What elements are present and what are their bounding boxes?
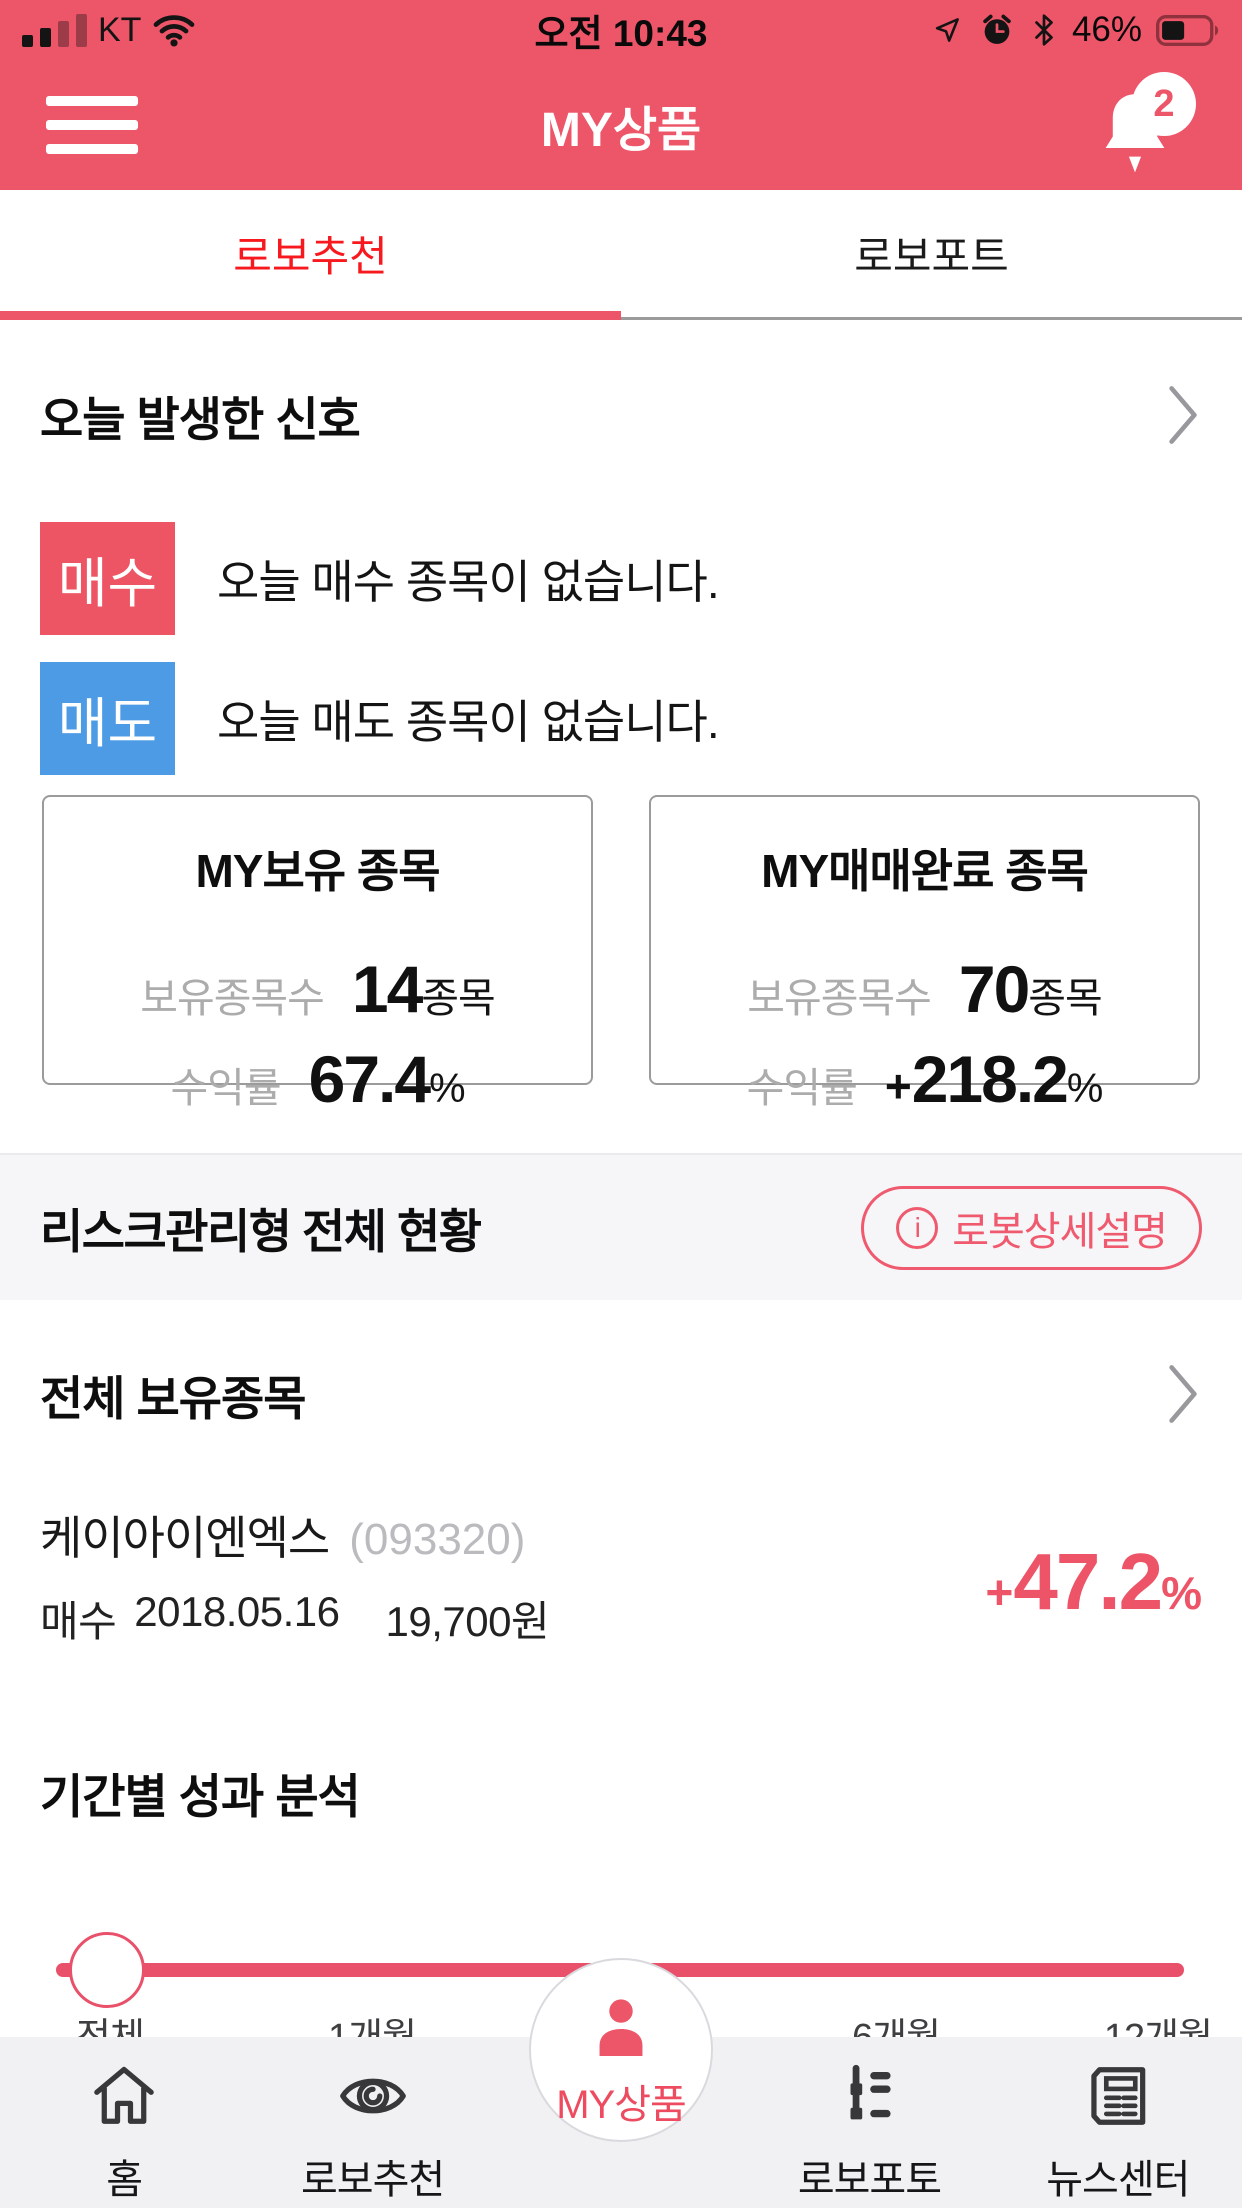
tab-robo-recommend[interactable]: 로보추천 <box>0 190 621 317</box>
menu-bar <box>46 120 138 130</box>
cell-signal-icon <box>22 14 87 47</box>
row-value: 14 <box>351 952 423 1026</box>
period-label: 1개월 <box>328 2006 417 2037</box>
nav-robo-port[interactable]: 로보포토 <box>745 2037 993 2208</box>
stock-action: 매수 <box>40 1598 117 1645</box>
menu-button[interactable] <box>46 96 138 154</box>
my-holdings-card[interactable]: MY보유 종목 보유종목수 14 종목 수익률 67.4 % <box>42 795 593 1116</box>
menu-bar <box>46 96 138 106</box>
card-row: 보유종목수 14 종목 <box>44 951 591 1027</box>
eye-icon <box>339 2078 406 2114</box>
stock-line1: 케이아이엔엑스 (093320) <box>40 1502 1202 1568</box>
tab-bar: 로보추천 로보포트 <box>0 190 1242 320</box>
period-label: 6개월 <box>852 2006 941 2037</box>
home-icon <box>94 2066 154 2124</box>
nav-robo-recommend[interactable]: 로보추천 <box>248 2037 496 2208</box>
row-suffix: 종목 <box>421 975 495 1021</box>
stock-code: (093320) <box>349 1515 526 1564</box>
nav-label: 로보포토 <box>797 2158 942 2202</box>
row-value: 67.4 <box>308 1042 431 1116</box>
signals-section-header[interactable]: 오늘 발생한 신호 <box>40 375 1202 455</box>
alarm-clock-icon <box>983 14 1011 44</box>
battery-percent: 46% <box>1071 10 1142 49</box>
bluetooth-icon <box>1035 14 1053 46</box>
buy-signal-row: 매수 오늘 매수 종목이 없습니다. <box>40 522 1202 635</box>
nav-label-my-products: MY상품 <box>556 2083 687 2127</box>
nav-label: 뉴스센터 <box>1046 2158 1190 2202</box>
return-value: 47.2 <box>1013 1537 1163 1626</box>
row-suffix: % <box>1066 1065 1103 1111</box>
tree-icon <box>850 2064 892 2120</box>
holdings-title: 전체 보유종목 <box>40 1371 306 1425</box>
chevron-right-icon <box>1169 386 1197 444</box>
info-icon: i <box>896 1206 939 1249</box>
carrier-label: KT <box>98 10 142 49</box>
status-right: 46% <box>930 10 1220 50</box>
nav-news-center[interactable]: 뉴스센터 <box>994 2037 1242 2208</box>
stock-row[interactable]: 케이아이엔엑스 (093320) 매수 2018.05.16 19,700원 +… <box>40 1502 1202 1652</box>
location-arrow-icon <box>935 18 959 42</box>
card-row: 수익률 + 218.2 % <box>651 1041 1198 1117</box>
return-percent-sign: % <box>1161 1567 1202 1619</box>
sell-badge: 매도 <box>40 662 175 775</box>
battery-icon <box>1156 14 1219 46</box>
card-row: 보유종목수 70 종목 <box>651 951 1198 1027</box>
status-left: KT <box>22 11 197 50</box>
period-slider-knob[interactable] <box>69 1932 145 2008</box>
row-prefix: + <box>884 1060 912 1112</box>
sell-signal-row: 매도 오늘 매도 종목이 없습니다. <box>40 662 1202 775</box>
row-label: 수익률 <box>170 1065 281 1111</box>
row-suffix: % <box>429 1065 465 1111</box>
nav-home[interactable]: 홈 <box>0 2037 248 2208</box>
page-title: MY상품 <box>540 104 702 157</box>
card-row: 수익률 67.4 % <box>44 1041 591 1117</box>
signals-title: 오늘 발생한 신호 <box>40 392 361 446</box>
stock-name: 케이아이엔엑스 <box>40 1512 330 1564</box>
row-label: 수익률 <box>746 1065 858 1111</box>
row-label: 보유종목수 <box>747 975 932 1021</box>
risk-type-band: 리스크관리형 전체 현황 i 로봇상세설명 <box>0 1153 1242 1300</box>
row-suffix: 종목 <box>1028 975 1102 1021</box>
stock-line2: 매수 2018.05.16 19,700원 <box>40 1588 1202 1649</box>
notifications-button[interactable]: 2 <box>1080 72 1196 184</box>
robot-detail-button[interactable]: i 로봇상세설명 <box>861 1185 1202 1270</box>
wifi-icon <box>154 15 195 47</box>
buy-badge: 매수 <box>40 522 175 635</box>
risk-type-title: 리스크관리형 전체 현황 <box>40 1205 482 1258</box>
menu-bar <box>46 144 138 154</box>
return-sign: + <box>985 1567 1014 1620</box>
notification-badge: 2 <box>1132 72 1196 136</box>
clock: 오전 10:43 <box>534 13 708 54</box>
sell-signal-message: 오늘 매도 종목이 없습니다. <box>217 695 720 748</box>
period-label: 전체 <box>76 2006 145 2037</box>
card-title: MY매매완료 종목 <box>761 845 1089 897</box>
performance-title: 기간별 성과 분석 <box>40 1770 361 1823</box>
stock-buy-date: 2018.05.16 <box>134 1588 340 1635</box>
app-header: MY상품 2 <box>0 60 1242 190</box>
summary-cards: MY보유 종목 보유종목수 14 종목 수익률 67.4 % MY매매완료 종목… <box>42 795 1200 1116</box>
tab-robo-port[interactable]: 로보포트 <box>621 190 1242 317</box>
status-bar: KT 오전 10:43 46% <box>0 0 1242 60</box>
stock-buy-price: 19,700원 <box>385 1598 550 1645</box>
nav-my-products[interactable]: MY상품 <box>529 1958 713 2142</box>
robot-detail-label: 로봇상세설명 <box>952 1209 1168 1254</box>
card-title: MY보유 종목 <box>195 845 440 897</box>
active-tab-underline <box>0 311 621 320</box>
row-value: 70 <box>958 952 1030 1026</box>
buy-signal-message: 오늘 매수 종목이 없습니다. <box>217 555 720 608</box>
chevron-right-icon <box>1169 1365 1197 1423</box>
newspaper-icon <box>1091 2067 1146 2125</box>
holdings-section-header[interactable]: 전체 보유종목 <box>40 1352 1202 1436</box>
nav-label: 로보추천 <box>301 2158 445 2202</box>
row-value: 218.2 <box>911 1042 1069 1116</box>
my-completed-card[interactable]: MY매매완료 종목 보유종목수 70 종목 수익률 + 218.2 % <box>649 795 1200 1116</box>
period-label: 12개월 <box>1104 2006 1213 2037</box>
nav-label: 홈 <box>106 2158 143 2202</box>
row-label: 보유종목수 <box>140 975 325 1021</box>
person-icon <box>599 1999 643 2056</box>
stock-return: + 47.2 % <box>985 1536 1202 1628</box>
